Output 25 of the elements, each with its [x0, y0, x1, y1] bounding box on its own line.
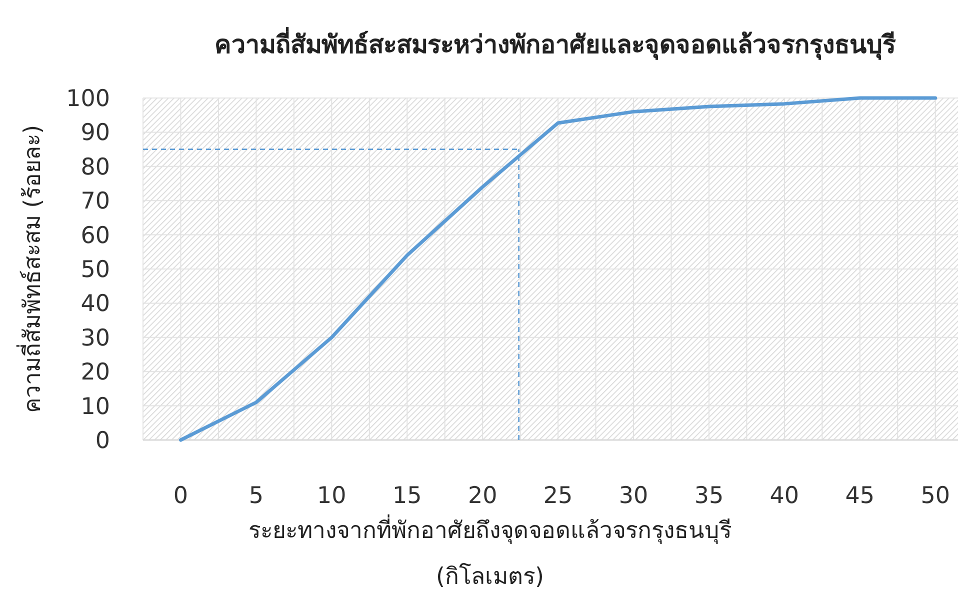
y-tick-label: 90	[80, 120, 110, 146]
y-tick-label: 70	[80, 188, 110, 215]
x-tick-label: 20	[468, 483, 498, 509]
y-tick-label: 60	[80, 222, 110, 249]
chart-title: ความถี่สัมพัทธ์สะสมระหว่างพักอาศัยและจุดจอดแล้วจรกรุงธนบุรี	[214, 27, 896, 61]
y-axis-title: ความถี่สัมพัทธ์สะสม (ร้อยละ)	[16, 124, 46, 414]
x-tick-label: 35	[694, 483, 724, 509]
x-axis-title: ระยะทางจากที่พักอาศัยถึงจุดจอดแล้วจรกรุงธนบุรี (กิโลเมตร)	[248, 514, 732, 589]
x-tick-label: 50	[920, 483, 950, 509]
x-tick-label: 25	[543, 483, 573, 509]
x-tick-label: 10	[317, 483, 346, 509]
x-tick-label: 40	[770, 483, 800, 509]
x-tick-label: 30	[618, 483, 648, 509]
x-tick-label: 0	[173, 483, 188, 509]
y-tick-label: 80	[80, 154, 110, 180]
y-tick-label: 40	[80, 291, 110, 318]
x-tick-label: 15	[392, 483, 422, 509]
y-tick-label: 0	[95, 428, 110, 454]
y-tick-label: 10	[80, 394, 110, 420]
y-tick-label: 30	[80, 325, 110, 352]
x-tick-label: 45	[845, 483, 875, 509]
y-tick-label: 100	[66, 86, 110, 112]
y-tick-label: 50	[80, 257, 110, 283]
x-tick-label: 5	[248, 483, 264, 509]
y-tick-label: 20	[80, 360, 110, 386]
